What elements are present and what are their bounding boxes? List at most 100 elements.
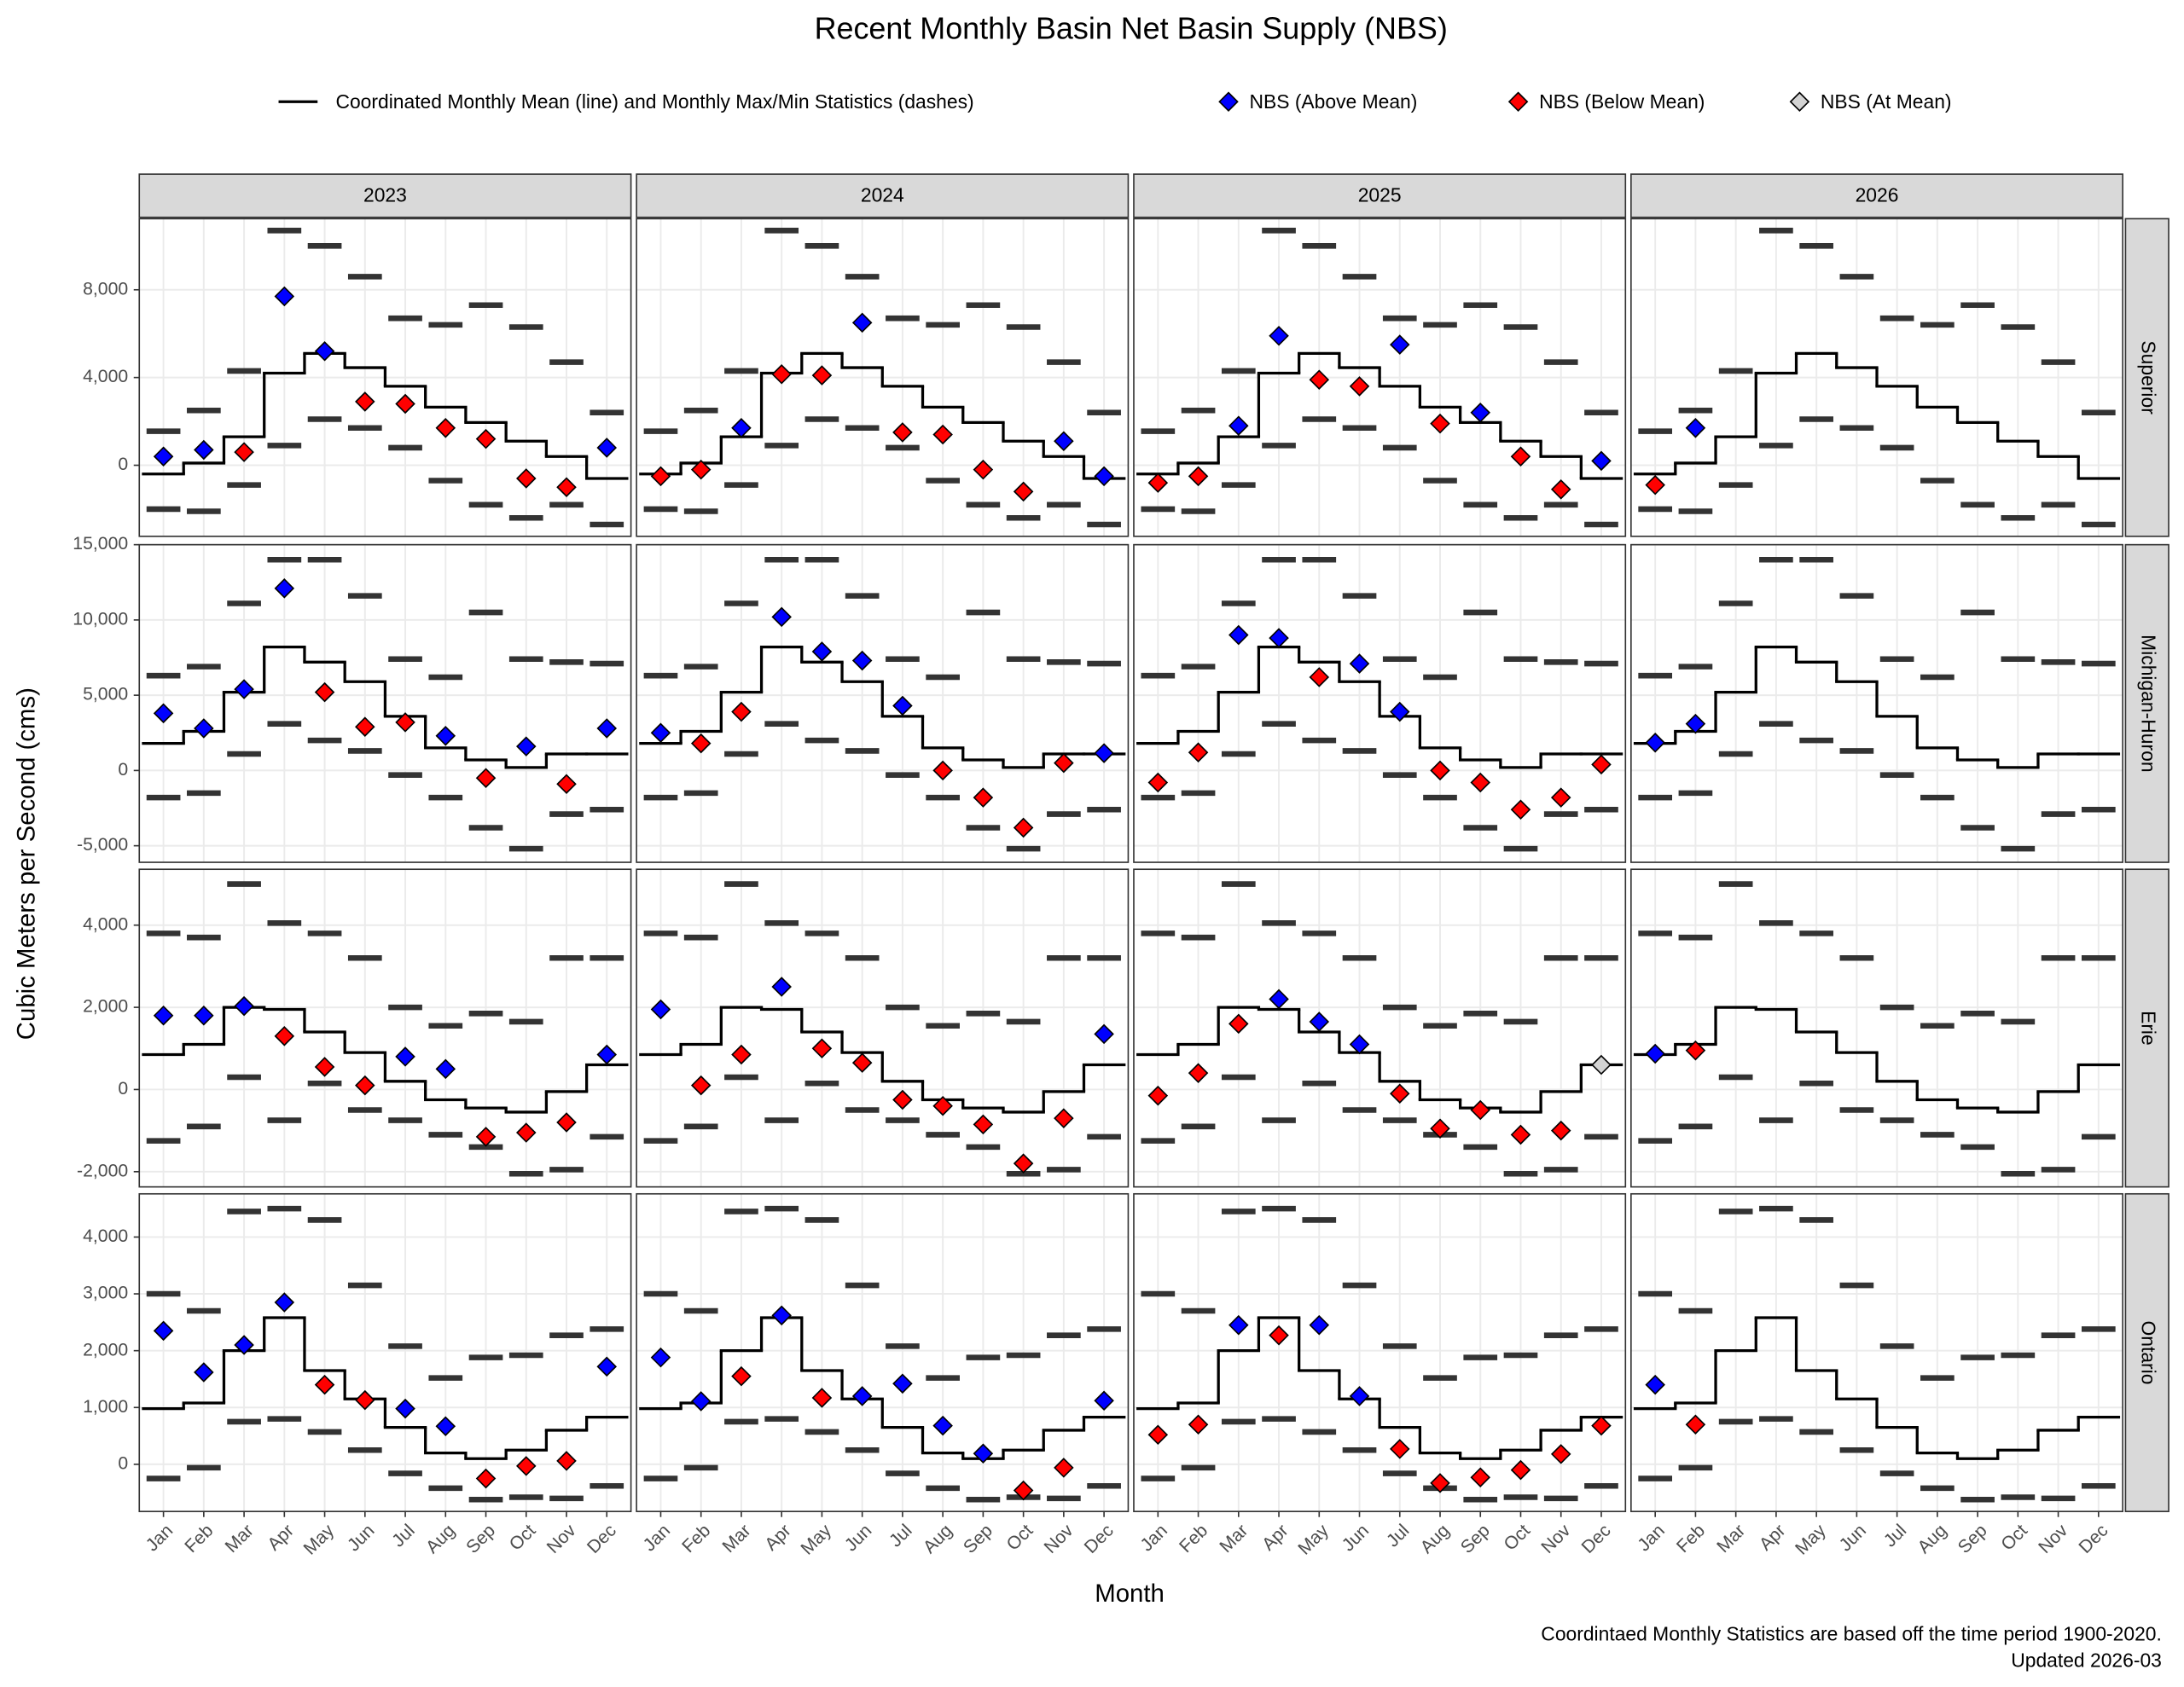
nbs-point	[811, 641, 833, 662]
nbs-point	[1269, 326, 1289, 346]
legend-marker	[1507, 91, 1529, 113]
nbs-point	[1054, 431, 1074, 451]
nbs-point	[892, 422, 913, 443]
nbs-point	[1094, 1390, 1114, 1412]
nbs-point	[1309, 667, 1330, 687]
nbs-point	[274, 286, 295, 307]
nbs-point	[274, 578, 295, 599]
panel-background	[1630, 1193, 2123, 1512]
y-tick-label: 4,000	[83, 1226, 128, 1246]
nbs-point	[973, 1114, 994, 1135]
y-tick-label: 0	[118, 1079, 128, 1099]
legend-label: NBS (Below Mean)	[1539, 90, 1705, 113]
nbs-point	[811, 365, 833, 386]
nbs-point	[1550, 1444, 1571, 1464]
nbs-point	[1470, 1467, 1491, 1487]
nbs-point	[1510, 799, 1531, 820]
nbs-point	[1228, 624, 1249, 646]
nbs-point	[395, 393, 415, 415]
y-tick-label: 0	[118, 760, 128, 780]
nbs-point	[932, 1415, 953, 1436]
facet-label: Ontario	[2138, 1321, 2160, 1385]
legend-label: NBS (Above Mean)	[1249, 90, 1417, 113]
facet-label: 2023	[363, 183, 407, 206]
nbs-point	[1147, 1085, 1169, 1106]
panel-border	[138, 543, 632, 863]
panel-background	[139, 1193, 631, 1512]
facet-label: Erie	[2138, 1011, 2160, 1046]
y-tick-label: 4,000	[83, 367, 128, 386]
nbs-point	[516, 1122, 537, 1143]
nbs-point	[1591, 1054, 1612, 1075]
nbs-point	[355, 716, 375, 737]
panel-border	[636, 543, 1130, 863]
legend-marker	[1218, 91, 1239, 113]
panel-background	[636, 869, 1129, 1187]
caption: Updated 2026-03	[2011, 1649, 2162, 1672]
nbs-point	[556, 477, 577, 498]
nbs-point	[1510, 1124, 1531, 1145]
nbs-point	[1430, 760, 1450, 781]
nbs-point	[771, 977, 792, 997]
nbs-point	[153, 1320, 174, 1342]
nbs-point	[1591, 1415, 1612, 1436]
y-tick-label: 0	[118, 455, 128, 474]
panel-border	[1133, 1192, 1627, 1513]
nbs-point	[596, 1356, 618, 1377]
nbs-point	[153, 446, 174, 467]
panel-background	[1133, 1193, 1626, 1512]
nbs-point	[690, 1075, 712, 1096]
nbs-point	[1645, 732, 1665, 753]
nbs-point	[274, 1026, 295, 1046]
nbs-point	[153, 703, 174, 724]
nbs-point	[731, 1044, 752, 1065]
nbs-point	[274, 1292, 295, 1313]
nbs-point	[1309, 1012, 1330, 1032]
nbs-point	[1054, 1458, 1074, 1478]
facet-strip	[2124, 543, 2169, 863]
nbs-point	[1054, 1108, 1074, 1128]
nbs-point	[1013, 481, 1034, 502]
facet-label: 2024	[861, 183, 904, 206]
nbs-point	[892, 695, 913, 716]
panel-border	[1630, 868, 2123, 1188]
nbs-point	[194, 1362, 214, 1383]
nbs-point	[650, 722, 671, 744]
nbs-point	[973, 787, 994, 808]
nbs-point	[314, 681, 335, 703]
nbs-point	[355, 1389, 375, 1411]
panel-border	[1630, 217, 2123, 537]
nbs-point	[1430, 413, 1450, 434]
nbs-point	[556, 1451, 577, 1471]
nbs-point	[1510, 446, 1531, 467]
nbs-point	[1389, 1439, 1410, 1459]
panel-border	[1133, 868, 1627, 1188]
nbs-point	[475, 1468, 497, 1489]
y-tick-label: 15,000	[73, 534, 128, 554]
nbs-point	[355, 1075, 375, 1096]
nbs-point	[153, 1005, 174, 1026]
nbs-point	[1349, 653, 1370, 674]
nbs-point	[851, 1386, 873, 1406]
nbs-point	[650, 1347, 671, 1368]
nbs-point	[650, 999, 671, 1020]
nbs-point	[1645, 474, 1665, 496]
nbs-point	[1685, 713, 1706, 734]
panel-border	[636, 217, 1130, 537]
nbs-point	[731, 418, 752, 438]
nbs-point	[1228, 1314, 1249, 1336]
y-tick-label: 1,000	[83, 1397, 128, 1417]
facet-strip	[2124, 217, 2169, 537]
nbs-point	[892, 1373, 913, 1394]
nbs-point	[690, 459, 712, 480]
nbs-point	[851, 650, 873, 671]
panel-border	[1630, 1192, 2123, 1513]
caption: Coordintaed Monthly Statistics are based…	[1541, 1623, 2162, 1645]
nbs-point	[1309, 1314, 1330, 1336]
nbs-point	[1013, 817, 1034, 838]
nbs-point	[851, 1052, 873, 1073]
nbs-point	[1188, 1063, 1209, 1083]
nbs-point	[932, 760, 953, 781]
y-tick-label: 10,000	[73, 609, 128, 629]
nbs-point	[1013, 1480, 1034, 1501]
